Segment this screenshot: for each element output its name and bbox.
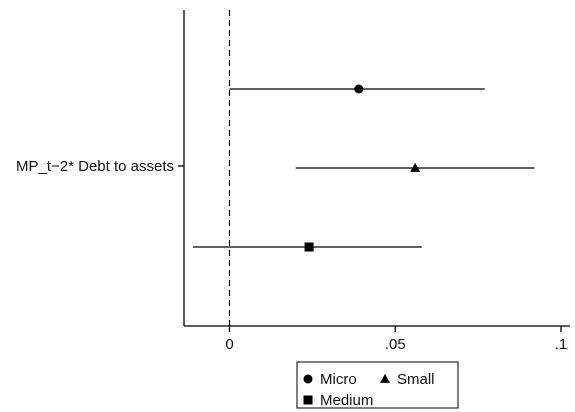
y-tick-label: MP_t−2* Debt to assets (16, 158, 174, 175)
legend-items: Micro Small Medium (303, 371, 435, 409)
legend-box (296, 361, 459, 409)
circle-marker (303, 374, 313, 384)
series-small (295, 162, 535, 172)
square-marker (304, 242, 314, 252)
legend: Micro Small Medium (296, 361, 459, 409)
legend-label-small: Small (397, 371, 435, 388)
series-micro (229, 84, 485, 94)
x-axis-ticks: 0 .05 .1 (225, 326, 567, 353)
triangle-marker (410, 162, 421, 172)
legend-label-medium: Medium (320, 392, 373, 409)
x-tick-label: 0 (225, 336, 233, 353)
circle-marker (354, 84, 364, 94)
x-tick-label: .05 (385, 336, 406, 353)
legend-label-micro: Micro (320, 371, 357, 388)
square-marker (303, 395, 313, 405)
series-medium (193, 242, 422, 252)
x-tick-label: .1 (555, 336, 568, 353)
triangle-marker (380, 373, 390, 383)
series-layer (193, 84, 535, 252)
